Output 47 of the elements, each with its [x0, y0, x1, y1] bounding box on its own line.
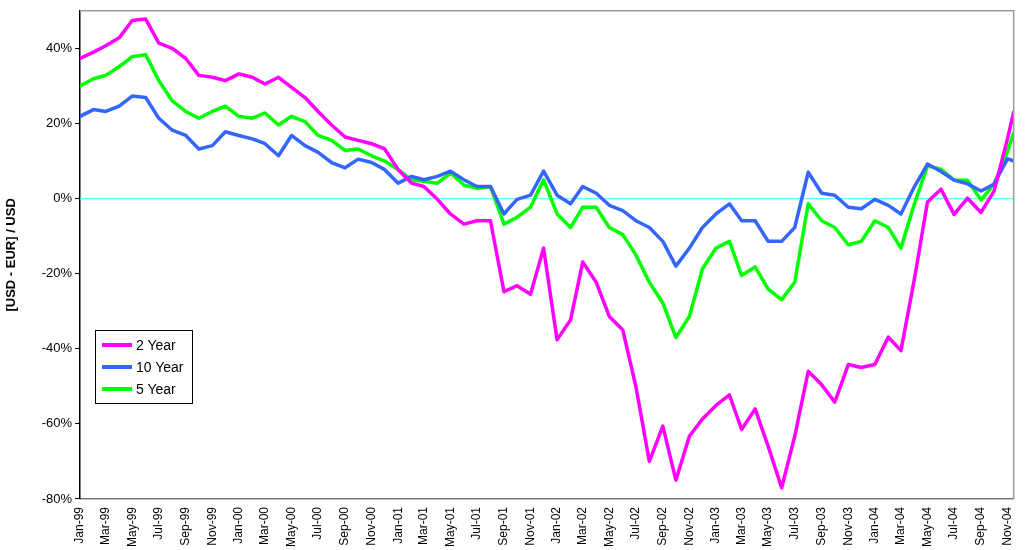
x-tick-label: Jul-00 [310, 506, 325, 540]
x-tick-label: Jan-04 [867, 506, 882, 544]
x-tick-label: Jul-03 [787, 506, 802, 540]
x-tick-label: Mar-02 [575, 506, 590, 545]
x-tick-label: Jan-01 [390, 506, 405, 544]
x-tick-label: May-00 [283, 506, 298, 547]
x-tick-label: May-02 [601, 506, 616, 547]
x-tick-label: Nov-03 [840, 506, 855, 546]
x-tick-label: Sep-00 [337, 506, 352, 546]
x-tick-label: Mar-00 [257, 506, 272, 545]
x-tick-label: Jan-02 [549, 506, 564, 544]
y-tick-label: 0% [53, 190, 73, 206]
x-tick-label: Sep-99 [178, 506, 193, 546]
x-tick-label: Nov-99 [204, 506, 219, 546]
x-tick-label: May-99 [124, 506, 139, 547]
x-tick-label: Mar-03 [733, 506, 748, 545]
x-tick-label: Jul-02 [628, 506, 643, 540]
x-tick-label: Nov-01 [522, 506, 537, 546]
legend-label: 5 Year [136, 380, 176, 397]
x-tick-label: Jul-01 [469, 506, 484, 540]
x-tick-label: Nov-02 [681, 506, 696, 546]
legend-label: 10 Year [136, 358, 184, 375]
x-tick-label: Mar-99 [97, 506, 112, 545]
x-tick-label: Jan-00 [231, 506, 246, 544]
legend-label: 2 Year [136, 336, 176, 353]
x-tick-label: Nov-04 [999, 506, 1014, 546]
x-tick-label: May-01 [442, 506, 457, 547]
y-tick-label: -20% [41, 265, 73, 281]
x-tick-label: Mar-01 [416, 506, 431, 545]
x-tick-label: Sep-04 [973, 506, 988, 546]
x-tick-label: May-04 [919, 506, 934, 547]
x-tick-label: Jul-99 [151, 506, 166, 540]
y-tick-label: -80% [41, 490, 73, 506]
x-tick-label: Jan-03 [708, 506, 723, 544]
y-tick-label: 20% [45, 115, 73, 131]
x-tick-label: Sep-02 [655, 506, 670, 546]
x-tick-label: Mar-04 [893, 506, 908, 545]
y-tick-label: 40% [45, 39, 73, 55]
y-tick-label: -40% [41, 340, 73, 356]
x-tick-label: Sep-01 [496, 506, 511, 546]
x-tick-label: Jul-04 [946, 506, 961, 540]
x-tick-label: Nov-00 [363, 506, 378, 546]
x-tick-label: Sep-03 [814, 506, 829, 546]
x-tick-label: May-03 [760, 506, 775, 547]
y-tick-label: -60% [41, 415, 73, 431]
x-tick-label: Jan-99 [72, 506, 87, 544]
y-axis-title: [USD - EUR] / USD [3, 198, 19, 312]
